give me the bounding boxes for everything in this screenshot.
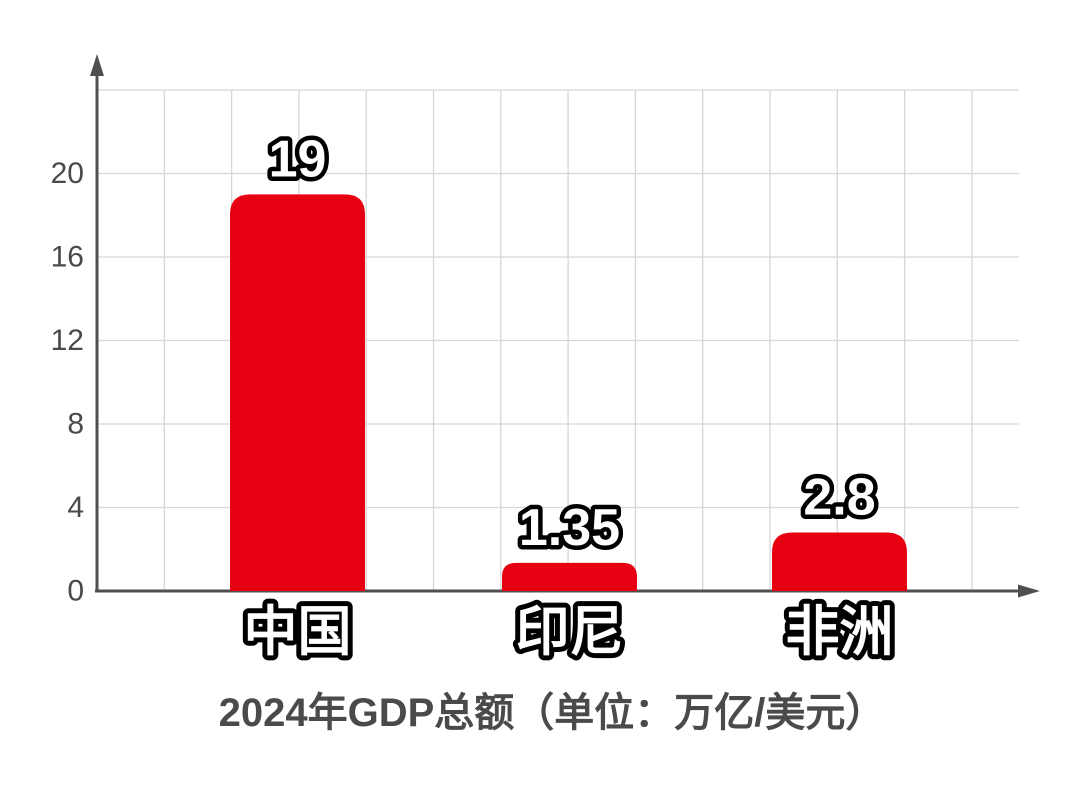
bar-value-label: 1.35 [519,499,620,557]
bar-category-label: 非洲 [786,602,894,662]
y-tick-label: 20 [51,157,84,190]
y-tick-label: 8 [67,408,84,441]
y-tick-label: 4 [67,491,84,524]
chart-title: 2024年GDP总额（单位：万亿/美元） [219,691,886,735]
bar-category-label: 印尼 [516,602,624,662]
bar [230,194,365,591]
y-tick-label: 16 [51,241,84,274]
y-axis-arrow [90,54,104,76]
bar-value-label: 2.8 [803,469,875,527]
bars [230,194,907,591]
y-tick-label: 12 [51,324,84,357]
bar-value-label: 19 [269,130,327,188]
bar-value-labels: 19 1.35 2.8 [264,126,880,561]
grid-lines [97,89,1019,591]
bar-category-label: 中国 [244,602,352,662]
y-tick-label: 0 [67,575,84,608]
bar [502,562,637,591]
bar-category-labels: 中国 印尼 非洲 [239,597,899,667]
y-tick-labels: 0 4 8 12 16 20 [51,157,84,608]
x-axis-arrow [1018,584,1040,598]
bar [772,532,907,591]
